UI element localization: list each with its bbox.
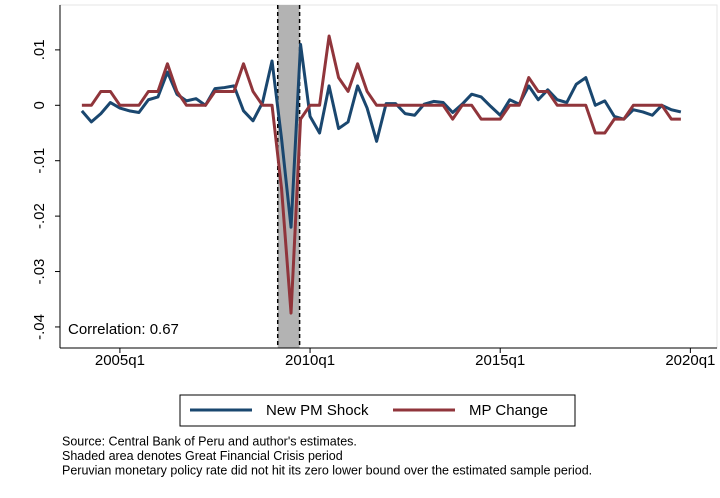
note: Shaded area denotes Great Financial Cris… — [62, 449, 343, 463]
note: Peruvian monetary policy rate did not hi… — [62, 463, 592, 477]
y-tick-label: -.04 — [31, 314, 48, 340]
plot-area — [59, 4, 718, 349]
note: Source: Central Bank of Peru and author'… — [62, 434, 357, 448]
x-tick-label: 2020q1 — [665, 352, 715, 369]
legend-label: New PM Shock — [266, 402, 369, 419]
legend-label: MP Change — [469, 402, 548, 419]
x-tick-label: 2005q1 — [95, 352, 145, 369]
y-tick-label: -.02 — [31, 203, 48, 229]
series-line — [81, 34, 681, 315]
y-tick-label: 0 — [31, 101, 48, 109]
y-tick-label: .01 — [31, 39, 48, 60]
y-tick-label: -.03 — [31, 259, 48, 285]
x-tick-label: 2015q1 — [475, 352, 525, 369]
annotation: Correlation: 0.67 — [68, 321, 179, 338]
y-tick-label: -.01 — [31, 148, 48, 174]
x-tick-label: 2010q1 — [285, 352, 335, 369]
